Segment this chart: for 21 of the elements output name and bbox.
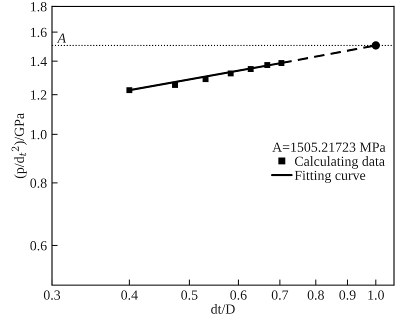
y-tick-label: 1.2 — [31, 90, 46, 100]
x-tick-label: 1.0 — [368, 290, 384, 300]
y-tick-label: 1.4 — [31, 56, 47, 66]
x-tick-label: 0.8 — [308, 290, 324, 300]
y-tick-label: 1.0 — [31, 130, 47, 140]
x-tick-label: 0.9 — [339, 290, 356, 300]
x-tick-label: 0.3 — [44, 290, 60, 300]
y-tick-label: 1.6 — [31, 28, 47, 38]
x-axis-title: dt/D — [211, 304, 235, 314]
legend-title: A=1505.21723 MPa — [272, 142, 386, 152]
x-tick-label: 0.5 — [181, 290, 198, 300]
x-tick-label: 0.6 — [230, 290, 247, 300]
legend-label: Calculating data — [294, 156, 385, 169]
y-tick-label: 1.8 — [31, 2, 47, 12]
y-tick-label: 0.8 — [30, 178, 47, 188]
x-tick-label: 0.4 — [121, 290, 138, 300]
legend-label: Fitting curve — [294, 170, 366, 183]
y-axis-title: (p/d$_{t}$$^{2}$)/GPa — [12, 113, 27, 178]
x-tick-label: 0.7 — [272, 290, 288, 300]
ref-line-label: A — [56, 33, 66, 43]
y-tick-label: 0.6 — [30, 241, 47, 250]
